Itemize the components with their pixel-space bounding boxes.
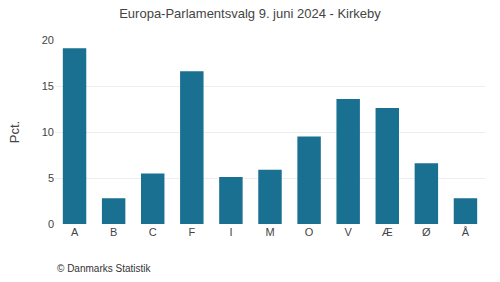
- svg-text:© Danmarks Statistik: © Danmarks Statistik: [57, 263, 152, 274]
- svg-text:F: F: [188, 226, 195, 238]
- svg-text:Europa-Parlamentsvalg 9. juni: Europa-Parlamentsvalg 9. juni 2024 - Kir…: [119, 6, 381, 21]
- svg-text:Pct.: Pct.: [7, 121, 22, 143]
- svg-text:M: M: [265, 226, 274, 238]
- svg-text:15: 15: [42, 80, 54, 92]
- svg-text:20: 20: [42, 34, 54, 46]
- svg-text:10: 10: [42, 126, 54, 138]
- svg-text:0: 0: [48, 218, 54, 230]
- svg-text:V: V: [345, 226, 353, 238]
- svg-text:A: A: [71, 226, 79, 238]
- svg-text:O: O: [305, 226, 314, 238]
- svg-text:B: B: [110, 226, 117, 238]
- svg-text:I: I: [229, 226, 232, 238]
- svg-text:5: 5: [48, 172, 54, 184]
- svg-text:Å: Å: [462, 226, 470, 238]
- svg-text:Ø: Ø: [422, 226, 431, 238]
- svg-text:Æ: Æ: [382, 226, 393, 238]
- svg-text:C: C: [149, 226, 157, 238]
